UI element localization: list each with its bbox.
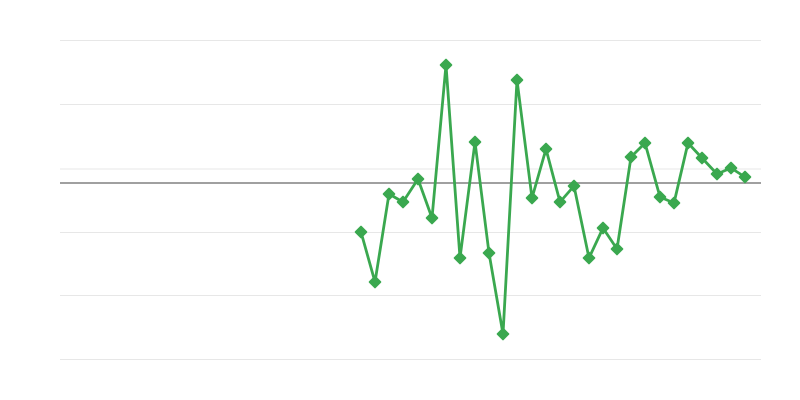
data-point-marker[interactable] [396, 195, 410, 209]
data-point-marker[interactable] [382, 187, 396, 201]
data-point-marker[interactable] [468, 135, 482, 149]
data-point-marker[interactable] [425, 211, 439, 225]
data-point-marker[interactable] [368, 275, 382, 289]
data-point-marker[interactable] [354, 225, 368, 239]
data-point-marker[interactable] [582, 251, 596, 265]
data-point-marker[interactable] [681, 136, 695, 150]
data-point-marker[interactable] [653, 190, 667, 204]
gridlines-group [60, 40, 761, 360]
data-point-marker[interactable] [724, 161, 738, 175]
data-point-marker[interactable] [567, 179, 581, 193]
data-point-marker[interactable] [624, 150, 638, 164]
data-point-marker[interactable] [695, 151, 709, 165]
data-point-marker[interactable] [482, 246, 496, 260]
series-line [359, 63, 747, 336]
data-point-marker[interactable] [710, 167, 724, 181]
data-point-marker[interactable] [738, 170, 752, 184]
data-point-marker[interactable] [539, 142, 553, 156]
data-point-marker[interactable] [411, 172, 425, 186]
data-point-marker[interactable] [638, 136, 652, 150]
data-point-marker[interactable] [596, 221, 610, 235]
data-point-marker[interactable] [610, 242, 624, 256]
data-point-marker[interactable] [496, 327, 510, 341]
data-point-marker[interactable] [667, 196, 681, 210]
series-markers-group [354, 58, 752, 341]
data-point-marker[interactable] [439, 58, 453, 72]
data-point-marker[interactable] [453, 251, 467, 265]
data-point-marker[interactable] [525, 191, 539, 205]
data-point-marker[interactable] [510, 73, 524, 87]
data-point-marker[interactable] [553, 195, 567, 209]
